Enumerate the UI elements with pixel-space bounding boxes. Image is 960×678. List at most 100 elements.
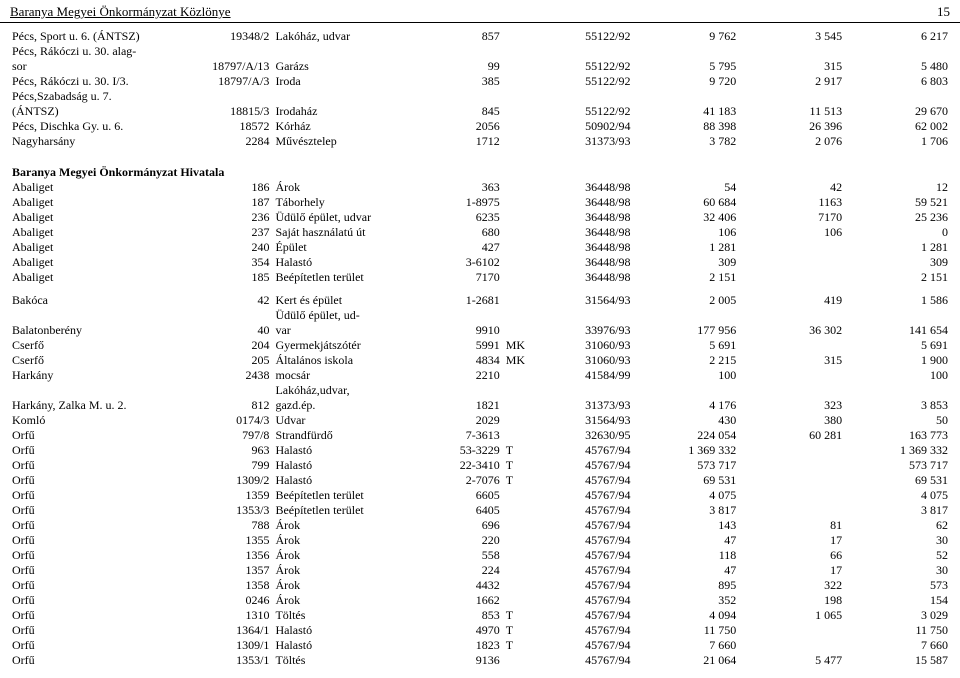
- section-heading: Baranya Megyei Önkormányzat Hivatala: [10, 157, 950, 180]
- cell-code: 45767/94: [533, 533, 633, 548]
- cell-desc: Árok: [271, 533, 427, 548]
- cell-b: 36 302: [738, 323, 844, 338]
- cell-code: 31373/93: [533, 398, 633, 413]
- cell-c: [844, 44, 950, 59]
- cell-loc: Orfű: [10, 473, 191, 488]
- cell-a: [632, 44, 738, 59]
- cell-desc: Beépítetlen terület: [271, 270, 427, 285]
- cell-b: [738, 240, 844, 255]
- cell-c: 573: [844, 578, 950, 593]
- cell-w: 53-3229: [427, 443, 502, 458]
- cell-code: 36448/98: [533, 195, 633, 210]
- cell-b: 3 545: [738, 29, 844, 44]
- table-row: Abaliget237Saját használatú út68036448/9…: [10, 225, 950, 240]
- cell-code: 45767/94: [533, 458, 633, 473]
- cell-c: 62: [844, 518, 950, 533]
- cell-c: 1 706: [844, 134, 950, 149]
- cell-c: 50: [844, 413, 950, 428]
- cell-desc: Kórház: [271, 119, 427, 134]
- cell-loc: Abaliget: [10, 255, 191, 270]
- cell-b: [738, 368, 844, 383]
- cell-b: 26 396: [738, 119, 844, 134]
- cell-loc: Orfű: [10, 533, 191, 548]
- cell-mk: [502, 59, 533, 74]
- cell-mk: [502, 119, 533, 134]
- cell-loc: Orfű: [10, 458, 191, 473]
- cell-w: [427, 383, 502, 398]
- data-table: Pécs, Sport u. 6. (ÁNTSZ)19348/2Lakóház,…: [10, 29, 950, 668]
- cell-b: 315: [738, 59, 844, 74]
- cell-loc: [10, 308, 191, 323]
- cell-c: 1 900: [844, 353, 950, 368]
- header-page-number: 15: [920, 4, 950, 20]
- cell-desc: Töltés: [271, 608, 427, 623]
- cell-mk: [502, 180, 533, 195]
- cell-c: 5 480: [844, 59, 950, 74]
- cell-code: 45767/94: [533, 638, 633, 653]
- cell-a: [632, 383, 738, 398]
- cell-a: 118: [632, 548, 738, 563]
- cell-a: 1 369 332: [632, 443, 738, 458]
- table-row: Orfű1358Árok443245767/94895322573: [10, 578, 950, 593]
- cell-w: 680: [427, 225, 502, 240]
- cell-a: 309: [632, 255, 738, 270]
- cell-desc: Művésztelep: [271, 134, 427, 149]
- table-row: Balatonberény40var991033976/93177 95636 …: [10, 323, 950, 338]
- cell-w: 1-2681: [427, 293, 502, 308]
- cell-a: 5 795: [632, 59, 738, 74]
- table-row: Orfű1356Árok55845767/941186652: [10, 548, 950, 563]
- cell-mk: [502, 503, 533, 518]
- cell-mk: [502, 225, 533, 240]
- cell-ref: 18797/A/13: [191, 59, 272, 74]
- cell-w: [427, 89, 502, 104]
- cell-c: 1 369 332: [844, 443, 950, 458]
- cell-desc: Irodaház: [271, 104, 427, 119]
- cell-a: 11 750: [632, 623, 738, 638]
- table-row: (ÁNTSZ)18815/3Irodaház84555122/9241 1831…: [10, 104, 950, 119]
- cell-code: 45767/94: [533, 488, 633, 503]
- cell-b: 322: [738, 578, 844, 593]
- cell-ref: 18815/3: [191, 104, 272, 119]
- cell-loc: Orfű: [10, 638, 191, 653]
- cell-w: 696: [427, 518, 502, 533]
- cell-desc: Halastó: [271, 443, 427, 458]
- cell-w: 1712: [427, 134, 502, 149]
- cell-a: [632, 308, 738, 323]
- cell-code: 36448/98: [533, 270, 633, 285]
- cell-ref: [191, 89, 272, 104]
- table-row: Orfű1357Árok22445767/94471730: [10, 563, 950, 578]
- cell-desc: [271, 44, 427, 59]
- cell-mk: [502, 195, 533, 210]
- cell-desc: [271, 89, 427, 104]
- cell-loc: Cserfő: [10, 353, 191, 368]
- cell-ref: 187: [191, 195, 272, 210]
- cell-b: 323: [738, 398, 844, 413]
- cell-c: 4 075: [844, 488, 950, 503]
- cell-w: 9136: [427, 653, 502, 668]
- cell-w: 6405: [427, 503, 502, 518]
- cell-w: 3-6102: [427, 255, 502, 270]
- cell-ref: 185: [191, 270, 272, 285]
- cell-c: 62 002: [844, 119, 950, 134]
- cell-ref: 1356: [191, 548, 272, 563]
- cell-a: 4 075: [632, 488, 738, 503]
- cell-ref: 0246: [191, 593, 272, 608]
- cell-mk: [502, 653, 533, 668]
- cell-ref: 1353/3: [191, 503, 272, 518]
- cell-loc: Pécs, Rákóczi u. 30. alag-: [10, 44, 191, 59]
- cell-b: [738, 308, 844, 323]
- cell-a: 4 176: [632, 398, 738, 413]
- cell-ref: 963: [191, 443, 272, 458]
- cell-desc: gazd.ép.: [271, 398, 427, 413]
- cell-ref: [191, 383, 272, 398]
- cell-a: 224 054: [632, 428, 738, 443]
- table-row: Abaliget186Árok36336448/98544212: [10, 180, 950, 195]
- cell-loc: Orfű: [10, 488, 191, 503]
- cell-w: 558: [427, 548, 502, 563]
- cell-ref: 1357: [191, 563, 272, 578]
- cell-ref: 1364/1: [191, 623, 272, 638]
- cell-w: [427, 308, 502, 323]
- cell-mk: [502, 398, 533, 413]
- cell-ref: [191, 44, 272, 59]
- cell-ref: 2284: [191, 134, 272, 149]
